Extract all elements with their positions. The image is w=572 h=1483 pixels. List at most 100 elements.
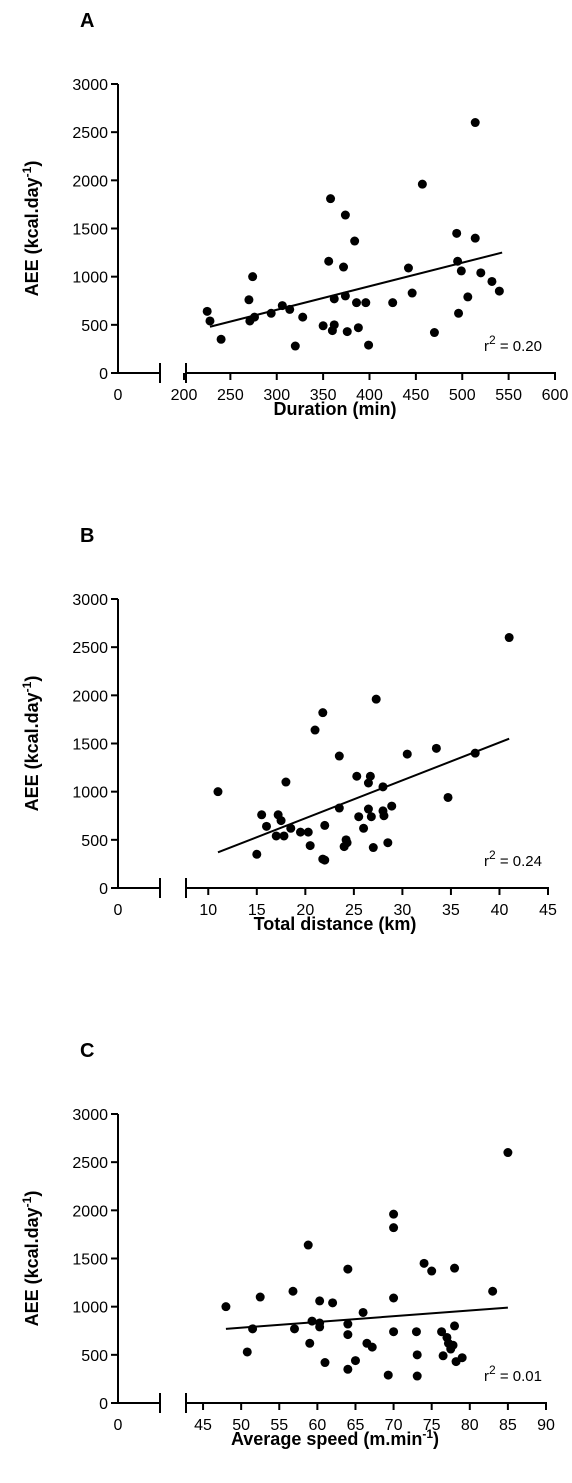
- x-tick-label: 85: [499, 1417, 517, 1434]
- y-tick-label: 500: [81, 318, 108, 335]
- data-point: [342, 327, 352, 337]
- x-tick-label: 55: [270, 1417, 288, 1434]
- y-axis-label-main: AEE (kcal.day: [22, 692, 42, 811]
- y-axis-label-suffix: ): [22, 1191, 42, 1197]
- data-point: [290, 341, 300, 351]
- y-axis-label-sup: -1: [20, 681, 34, 692]
- y-axis-label-main: AEE (kcal.day: [22, 177, 42, 296]
- data-point: [276, 816, 286, 826]
- y-tick-label: 3000: [72, 1107, 108, 1124]
- data-point: [389, 1293, 399, 1303]
- y-tick-label: 0: [99, 881, 108, 898]
- data-point: [286, 823, 296, 833]
- data-point: [271, 831, 281, 841]
- data-point: [242, 1347, 252, 1357]
- y-tick-label: 1000: [72, 785, 108, 802]
- r-squared-label: r2 = 0.01: [484, 1363, 542, 1385]
- x-tick-label: 75: [423, 1417, 441, 1434]
- data-point: [463, 292, 473, 302]
- data-point: [470, 118, 480, 128]
- x-tick-label: 35: [442, 902, 460, 919]
- y-tick-label: 1000: [72, 270, 108, 287]
- data-point: [363, 778, 373, 788]
- data-point: [279, 831, 289, 841]
- data-point: [352, 298, 362, 308]
- regression-line: [217, 737, 510, 854]
- panel-letter-a: A: [80, 10, 94, 32]
- data-point: [359, 823, 369, 833]
- data-point: [412, 1350, 422, 1360]
- panel-c: C 0 500 1000 1500 2000 2500 3000 0 45 50 55 60 65 70 75…: [20, 1040, 555, 1449]
- data-point: [354, 812, 364, 822]
- x-tick-label: 25: [345, 902, 363, 919]
- data-point: [244, 295, 254, 305]
- data-point: [318, 708, 328, 718]
- data-point: [389, 1327, 399, 1337]
- panel-letter-c: C: [80, 1040, 94, 1062]
- data-point: [305, 841, 315, 851]
- data-point: [288, 1286, 298, 1296]
- y-axis-label-suffix: ): [22, 161, 42, 167]
- y-tick-label: 2500: [72, 640, 108, 657]
- data-point: [383, 1370, 393, 1380]
- data-point: [412, 1371, 422, 1381]
- data-point: [366, 812, 376, 822]
- data-point: [326, 194, 336, 204]
- data-point: [320, 820, 330, 830]
- regression-line: [209, 251, 503, 328]
- data-point: [257, 810, 267, 820]
- data-point: [305, 1338, 315, 1348]
- y-tick-label: 0: [99, 366, 108, 383]
- data-point: [202, 306, 212, 316]
- data-point: [437, 1327, 447, 1337]
- y-axis-label-main: AEE (kcal.day: [22, 1207, 42, 1326]
- r-squared-label-sup: 2: [489, 1363, 496, 1377]
- x-tick-label: 400: [356, 387, 383, 404]
- data-point: [320, 855, 330, 865]
- data-point: [343, 1364, 353, 1374]
- regression-line: [225, 1306, 508, 1330]
- y-tick-label: 2000: [72, 688, 108, 705]
- y-tick-label: 0: [99, 1396, 108, 1413]
- r-squared-label-suffix: = 0.01: [496, 1368, 542, 1385]
- data-point: [419, 1258, 429, 1268]
- data-point: [431, 743, 441, 753]
- panel-b: B 0 500 1000 1500 2000 2500 3000 0 10 15 20 25 30 35 40…: [20, 525, 557, 934]
- x-tick-label: 250: [217, 387, 244, 404]
- data-point: [324, 256, 334, 266]
- y-tick-label: 1500: [72, 737, 108, 754]
- x-tick-label: 300: [263, 387, 290, 404]
- data-point: [298, 312, 308, 322]
- data-point: [252, 849, 262, 859]
- data-point: [310, 725, 320, 735]
- data-point: [389, 1209, 399, 1219]
- data-point: [343, 1264, 353, 1274]
- y-axis-label: AEE (kcal.day-1): [20, 161, 42, 297]
- data-point: [216, 334, 226, 344]
- data-point: [342, 838, 352, 848]
- y-tick-label: 3000: [72, 592, 108, 609]
- data-point: [213, 787, 223, 797]
- y-tick-label: 500: [81, 1348, 108, 1365]
- data-point: [358, 1307, 368, 1317]
- data-point: [443, 792, 453, 802]
- y-tick-label: 1000: [72, 1300, 108, 1317]
- x-tick-label-origin: 0: [114, 902, 123, 919]
- data-point: [329, 320, 339, 330]
- data-point: [364, 340, 374, 350]
- x-axis-label-sup: -1: [422, 1427, 433, 1441]
- data-point: [438, 1351, 448, 1361]
- data-point: [503, 1148, 513, 1158]
- data-point: [450, 1263, 460, 1273]
- data-point: [315, 1296, 325, 1306]
- data-point: [290, 1324, 300, 1334]
- x-tick-label: 15: [248, 902, 266, 919]
- x-tick-label: 200: [171, 387, 198, 404]
- data-point: [388, 298, 398, 308]
- data-point: [367, 1342, 377, 1352]
- x-tick-label: 50: [232, 1417, 250, 1434]
- data-point: [353, 323, 363, 333]
- data-point: [448, 1340, 458, 1350]
- data-point: [320, 1358, 330, 1368]
